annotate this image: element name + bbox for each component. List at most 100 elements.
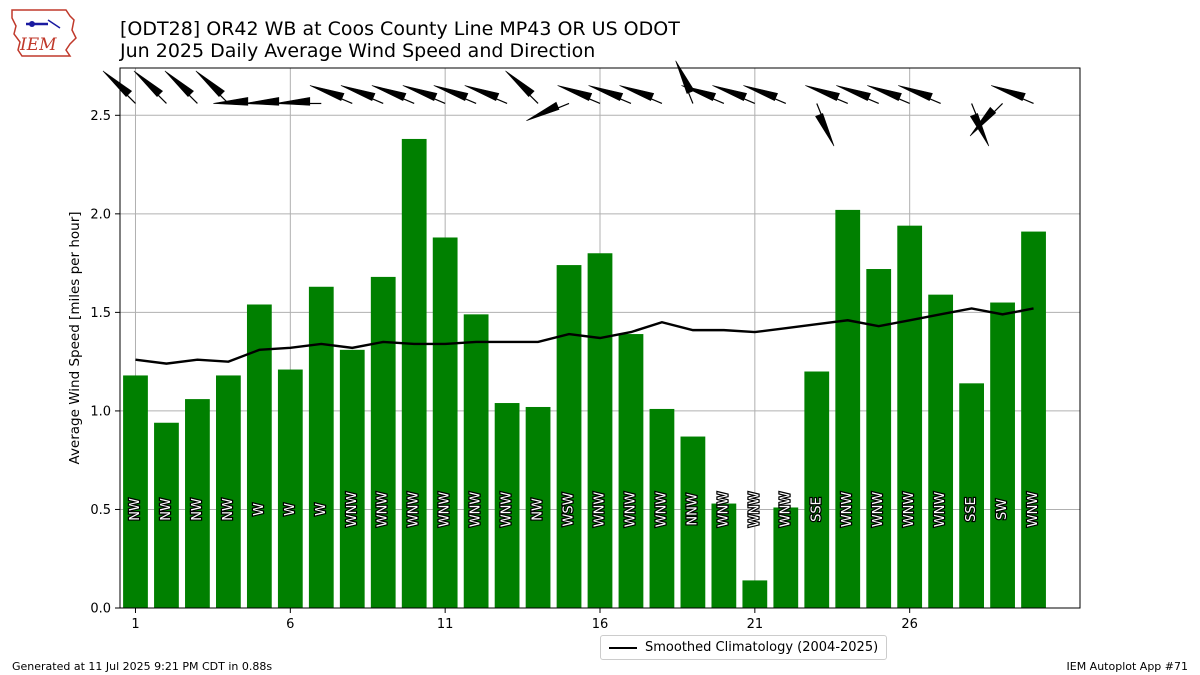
y-tick-label: 0.5	[90, 503, 111, 518]
wind-barb	[464, 85, 508, 105]
direction-label: SSE	[809, 497, 824, 522]
direction-label: WNW	[840, 492, 855, 528]
wind-barb-pennant	[133, 70, 164, 98]
wind-barb	[195, 70, 229, 104]
direction-label: WNW	[438, 492, 453, 528]
wind-barb	[309, 85, 353, 105]
wind-barb-shaft	[157, 94, 167, 104]
speed-bar	[990, 302, 1015, 608]
wind-barb-shaft	[744, 98, 756, 105]
wind-barb-pennant	[402, 85, 438, 102]
wind-barb-pennant	[991, 85, 1026, 102]
x-tick-label: 21	[747, 617, 764, 632]
x-tick-label: 16	[592, 617, 609, 632]
wind-barb-pennant	[681, 85, 717, 102]
wind-barb-shaft	[529, 94, 539, 104]
wind-barb-shaft	[589, 98, 601, 105]
footer-app: IEM Autoplot App #71	[1066, 660, 1189, 673]
wind-barb	[867, 85, 910, 105]
wind-barb	[991, 85, 1034, 105]
wind-barb-shaft	[558, 102, 570, 109]
speed-bar	[680, 436, 706, 608]
wind-barbs	[102, 60, 1034, 147]
speed-bar	[246, 304, 272, 608]
footer-generated: Generated at 11 Jul 2025 9:21 PM CDT in …	[12, 660, 273, 673]
speed-bar	[556, 265, 582, 608]
wind-barb-pennant	[505, 70, 535, 98]
speed-bar	[525, 406, 551, 608]
wind-barb-shaft	[688, 92, 694, 104]
speed-bar	[711, 503, 737, 608]
speed-bar	[897, 225, 923, 608]
wind-barb-pennant	[743, 85, 778, 102]
speed-bar	[928, 294, 954, 608]
wind-barb-shaft	[188, 94, 198, 104]
wind-barb-pennant	[836, 85, 871, 102]
direction-label: WNW	[376, 492, 391, 528]
direction-label: WNW	[407, 492, 422, 528]
speed-bar	[494, 403, 520, 608]
y-tick-label: 1.5	[90, 306, 111, 321]
wind-barb-shaft	[713, 98, 725, 105]
wind-barb-shaft	[651, 98, 663, 105]
speed-bar	[185, 399, 210, 608]
speed-bar	[959, 383, 984, 608]
legend-climatology-label: Smoothed Climatology (2004-2025)	[645, 640, 879, 655]
speed-bar	[123, 375, 148, 608]
wind-barb-pennant	[969, 113, 990, 147]
wind-barb	[526, 101, 570, 121]
wind-barb	[340, 85, 384, 105]
chart-title-line2: Jun 2025 Daily Average Wind Speed and Di…	[119, 40, 595, 62]
wind-barb-shaft	[994, 103, 1004, 113]
wind-barb-shaft	[898, 98, 910, 105]
wind-barb-pennant	[433, 85, 469, 102]
wind-barb-shaft	[867, 98, 879, 105]
direction-label: NNW	[685, 493, 700, 525]
wind-barb-shaft	[1022, 98, 1034, 105]
speed-bar	[277, 369, 303, 608]
wind-barb-shaft	[774, 98, 787, 105]
speed-bar	[618, 334, 644, 608]
direction-label: WNW	[345, 492, 360, 528]
y-tick-label: 1.0	[90, 404, 111, 419]
wind-barb-shaft	[372, 98, 384, 105]
wind-barb-shaft	[620, 98, 632, 105]
wind-barb	[681, 85, 725, 105]
wind-barb-shaft	[929, 98, 941, 105]
wind-barb-pennant	[164, 70, 194, 98]
wind-barb-pennant	[969, 106, 997, 137]
wind-barb-shaft	[341, 98, 353, 105]
direction-label: NW	[221, 498, 236, 521]
y-tick-label: 0.0	[90, 602, 111, 617]
wind-barb	[898, 85, 941, 105]
speed-bar	[804, 371, 830, 608]
wind-barb-pennant	[898, 85, 933, 102]
direction-label: WNW	[871, 492, 886, 528]
speed-bar	[401, 138, 427, 608]
wind-barb-pennant	[867, 85, 902, 102]
wind-barb	[743, 85, 787, 105]
wind-barb	[557, 85, 601, 105]
wind-barb-pennant	[340, 85, 376, 102]
x-tick-label: 1	[131, 617, 139, 632]
wind-barb	[619, 85, 663, 105]
wind-barb	[675, 60, 695, 104]
wind-barb-shaft	[496, 98, 508, 105]
speed-bar	[308, 286, 334, 608]
direction-label: WNW	[593, 492, 608, 528]
climatology-line	[135, 307, 1034, 365]
wind-barb	[164, 70, 198, 104]
x-tick-label: 26	[901, 617, 918, 632]
wind-barb-pennant	[464, 85, 500, 102]
logo-text: IEM	[19, 35, 57, 55]
x-axis-ticks: 1 6 11 16 21 26	[131, 608, 918, 632]
speed-bar	[835, 209, 861, 608]
direction-label: NW	[159, 498, 174, 521]
x-tick-label: 11	[437, 617, 454, 632]
direction-label: W	[314, 503, 329, 516]
wind-barb-pennant	[195, 70, 225, 98]
wind-barb	[836, 85, 879, 105]
speed-bar	[370, 276, 396, 608]
wind-barb-pennant	[102, 70, 133, 98]
